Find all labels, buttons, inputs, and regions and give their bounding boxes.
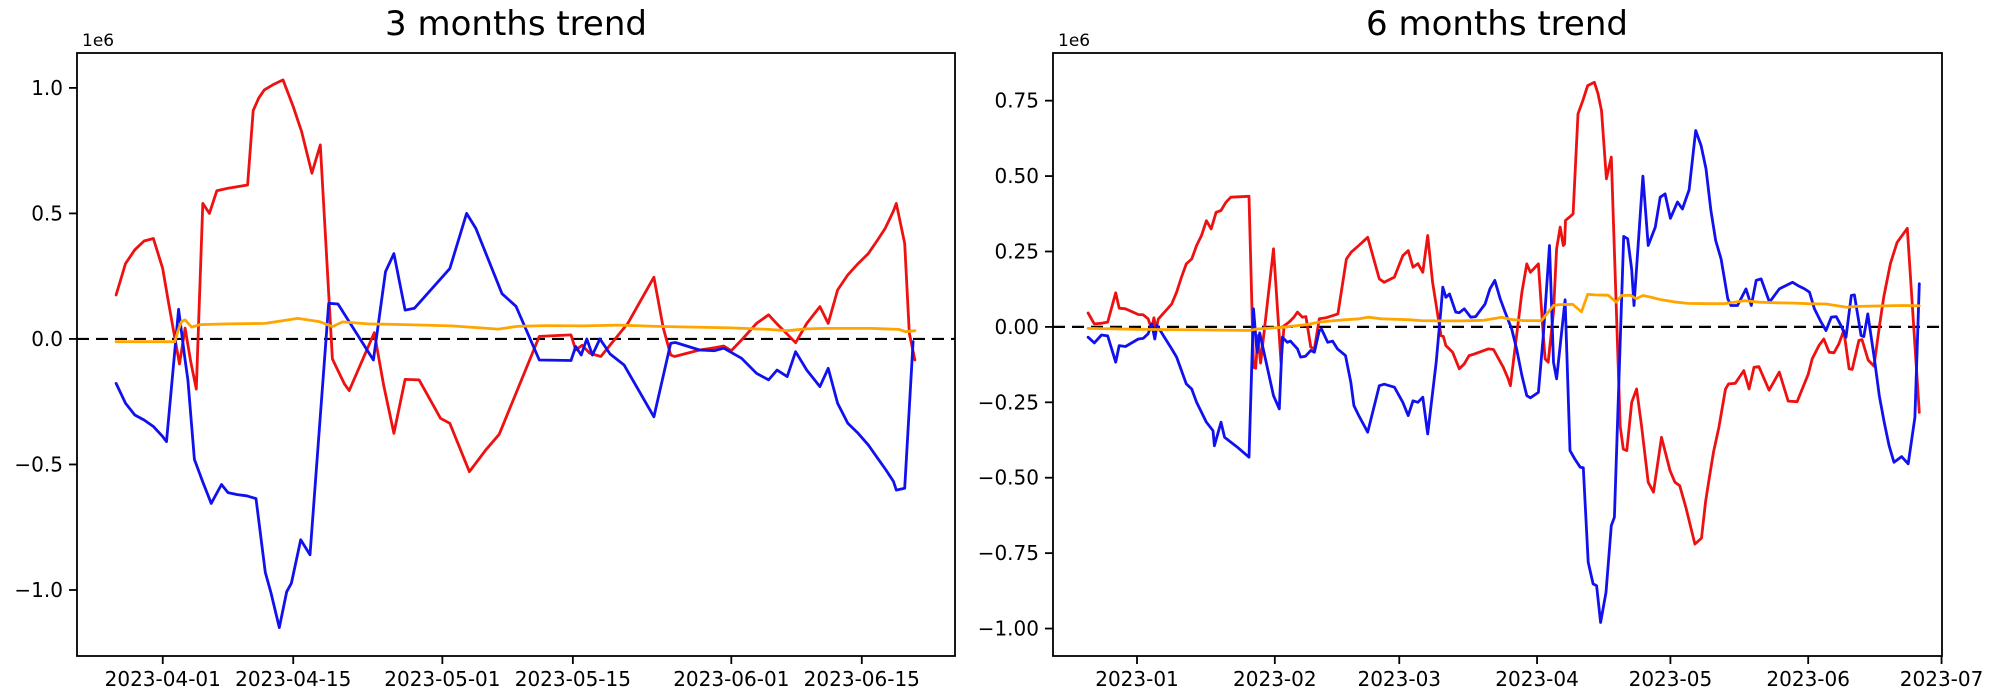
x-tick-label: 2023-04-15 bbox=[235, 667, 351, 691]
chart-title-3-months-trend: 3 months trend bbox=[385, 4, 647, 44]
y-tick-label: 0.75 bbox=[994, 89, 1039, 113]
y-tick-label: −0.25 bbox=[978, 390, 1039, 414]
y-axis-offset-label: 1e6 bbox=[82, 31, 114, 51]
y-tick-label: −1.00 bbox=[978, 617, 1039, 641]
x-tick-label: 2023-07 bbox=[1900, 667, 1984, 691]
axes-frame bbox=[1052, 52, 1943, 657]
series-line-blue bbox=[1086, 129, 1921, 624]
y-tick-label: 0.25 bbox=[994, 239, 1039, 263]
series-line-red bbox=[114, 78, 917, 474]
y-tick-label: 0.0 bbox=[31, 327, 63, 351]
x-tick-label: 2023-04 bbox=[1495, 667, 1579, 691]
x-tick-label: 2023-03 bbox=[1357, 667, 1441, 691]
x-tick-label: 2023-02 bbox=[1233, 667, 1317, 691]
y-tick-label: −0.5 bbox=[14, 452, 63, 476]
series-line-orange bbox=[114, 316, 917, 344]
x-tick-label: 2023-05-01 bbox=[384, 667, 500, 691]
chart-title-6-months-trend: 6 months trend bbox=[1366, 4, 1628, 44]
y-tick-label: 1.0 bbox=[31, 76, 63, 100]
y-tick-label: −0.75 bbox=[978, 541, 1039, 565]
x-tick-label: 2023-04-01 bbox=[105, 667, 221, 691]
x-tick-label: 2023-06 bbox=[1766, 667, 1850, 691]
y-tick-label: 0.00 bbox=[994, 315, 1039, 339]
x-tick-label: 2023-01 bbox=[1095, 667, 1179, 691]
y-axis-offset-label: 1e6 bbox=[1058, 31, 1090, 51]
x-tick-label: 2023-06-01 bbox=[673, 667, 789, 691]
y-tick-label: −0.50 bbox=[978, 466, 1039, 490]
series-line-blue bbox=[114, 211, 915, 629]
y-tick-label: −1.0 bbox=[14, 578, 63, 602]
chart-1: 0.75 0.50 0.25 0.00 −0.25 −0.50 −0.75 −1.00 2023… bbox=[978, 31, 1984, 691]
chart-0: 1.0 0.5 0.0 −0.5 −1.0 2023-04-01 2023-04-15 202… bbox=[14, 31, 956, 691]
x-tick-label: 2023-06-15 bbox=[804, 667, 920, 691]
series-line-red bbox=[1086, 80, 1921, 546]
x-tick-label: 2023-05 bbox=[1629, 667, 1713, 691]
series-line-orange bbox=[1086, 292, 1921, 332]
y-tick-label: 0.50 bbox=[994, 164, 1039, 188]
y-tick-label: 0.5 bbox=[31, 201, 63, 225]
axes-frame bbox=[76, 52, 956, 657]
x-tick-label: 2023-05-15 bbox=[515, 667, 631, 691]
